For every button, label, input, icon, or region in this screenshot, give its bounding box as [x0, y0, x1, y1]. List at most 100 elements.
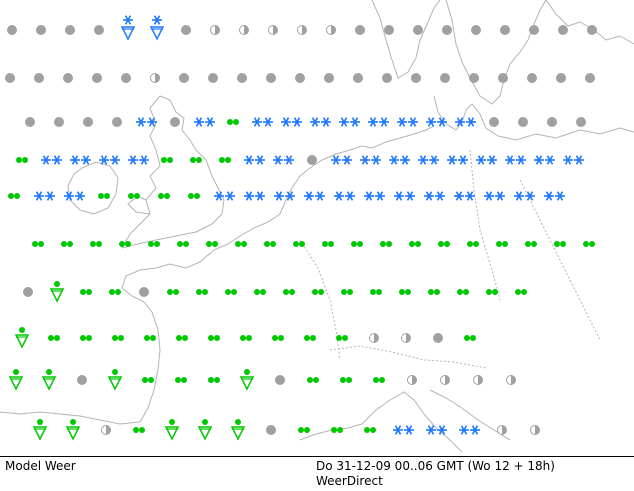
rain-station-icon	[298, 427, 310, 433]
partly-station-icon	[407, 375, 417, 385]
rain-dot	[270, 241, 276, 247]
rain-station-icon	[272, 335, 284, 341]
rain-dot	[272, 335, 278, 341]
partly-half	[406, 333, 411, 343]
rain-station-icon	[525, 241, 537, 247]
snow-star-icon	[545, 155, 555, 165]
snow-star-icon	[255, 155, 265, 165]
rain-dot	[208, 377, 214, 383]
shower-triangle	[230, 426, 246, 441]
snow-station-icon	[339, 117, 360, 127]
snow-star-icon	[458, 155, 468, 165]
snow-star-icon	[205, 117, 215, 127]
overcast-dot	[208, 73, 218, 83]
rain-dot	[264, 241, 270, 247]
snow-star-icon	[350, 117, 360, 127]
snow-star-icon	[281, 117, 291, 127]
rain-station-icon	[219, 157, 231, 163]
overcast-station-icon	[558, 25, 568, 35]
snow-star-icon	[52, 155, 62, 165]
snow-star-icon	[447, 155, 457, 165]
snow-star-icon	[360, 155, 370, 165]
snow-star-icon	[339, 117, 349, 127]
overcast-station-icon	[266, 425, 276, 435]
snow-star-icon	[371, 155, 381, 165]
rain-station-icon	[240, 335, 252, 341]
rain-dot	[380, 241, 386, 247]
partly-station-icon	[440, 375, 450, 385]
overcast-dot	[179, 73, 189, 83]
coastline-france-north	[155, 243, 229, 269]
snow-star-icon	[152, 15, 162, 25]
overcast-dot	[181, 25, 191, 35]
rain-station-icon	[98, 193, 110, 199]
rain-dot	[289, 289, 295, 295]
snow-star-icon	[544, 191, 554, 201]
shower-triangle	[49, 288, 65, 303]
coastline-ireland	[67, 161, 119, 215]
overcast-station-icon	[94, 25, 104, 35]
rain-dot	[86, 335, 92, 341]
partly-half	[478, 375, 483, 385]
rain-station-icon	[119, 241, 131, 247]
rain-dot	[176, 335, 182, 341]
partly-station-icon	[101, 425, 111, 435]
snow-station-icon	[426, 425, 447, 435]
rain-dot	[181, 377, 187, 383]
snow-star-icon	[321, 117, 331, 127]
snow-star-icon	[139, 155, 149, 165]
snow-star-icon	[437, 117, 447, 127]
rain-station-icon	[109, 289, 121, 295]
rain-station-icon	[583, 241, 595, 247]
overcast-dot	[529, 25, 539, 35]
rain-dot	[240, 335, 246, 341]
snow-star-icon	[263, 117, 273, 127]
snow-station-icon	[304, 191, 325, 201]
overcast-station-icon	[170, 117, 180, 127]
rain-station-icon	[112, 335, 124, 341]
overcast-station-icon	[527, 73, 537, 83]
rain-station-icon	[341, 289, 353, 295]
snow-star-icon	[194, 117, 204, 127]
coastline-england-east	[195, 149, 225, 225]
rain-shower-station-icon	[41, 369, 57, 391]
snow-shower-station-icon	[149, 15, 165, 41]
partly-half	[331, 25, 336, 35]
overcast-dot	[275, 375, 285, 385]
rain-station-icon	[190, 157, 202, 163]
shower-dot	[46, 369, 52, 375]
overcast-station-icon	[556, 73, 566, 83]
rain-station-icon	[32, 241, 44, 247]
snow-star-icon	[110, 155, 120, 165]
overcast-station-icon	[498, 73, 508, 83]
overcast-station-icon	[83, 117, 93, 127]
rain-dot	[109, 289, 115, 295]
rain-station-icon	[438, 241, 450, 247]
overcast-dot	[83, 117, 93, 127]
rain-shower-station-icon	[197, 419, 213, 441]
snow-shower-triangle	[120, 26, 136, 41]
overcast-dot	[25, 117, 35, 127]
rain-dot	[340, 377, 346, 383]
rain-dot	[310, 335, 316, 341]
snow-station-icon	[70, 155, 91, 165]
rain-shower-station-icon	[239, 369, 255, 391]
coastline-benelux	[227, 145, 373, 245]
rain-dot	[351, 241, 357, 247]
rain-station-icon	[283, 289, 295, 295]
rain-station-icon	[16, 157, 28, 163]
rain-dot	[560, 241, 566, 247]
partly-station-icon	[473, 375, 483, 385]
overcast-station-icon	[92, 73, 102, 83]
rain-dot	[521, 289, 527, 295]
rain-dot	[167, 289, 173, 295]
rain-dot	[96, 241, 102, 247]
rain-dot	[322, 241, 328, 247]
snow-star-icon	[255, 191, 265, 201]
rain-dot	[260, 289, 266, 295]
snow-star-icon	[563, 155, 573, 165]
rain-dot	[293, 241, 299, 247]
snow-star-icon	[470, 425, 480, 435]
rain-dot	[231, 289, 237, 295]
rain-dot	[583, 241, 589, 247]
